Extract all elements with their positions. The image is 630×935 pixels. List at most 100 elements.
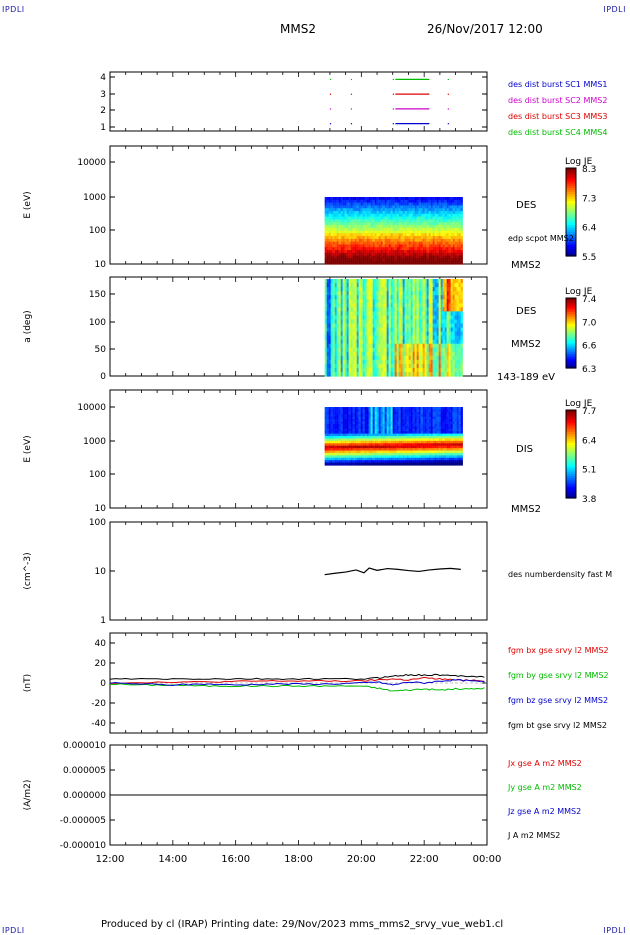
y-tick-label: 10 <box>95 504 107 514</box>
legend-entry: J A m2 MMS2 <box>507 831 560 840</box>
burst-dot <box>351 123 352 124</box>
colorbar-tick-label: 6.6 <box>582 342 597 352</box>
x-tick-label: 00:00 <box>473 854 502 865</box>
y-tick-label: 2 <box>100 106 106 116</box>
legend-entry: Jx gse A m2 MMS2 <box>507 759 582 768</box>
colorbar-tick-label: 7.4 <box>582 295 597 305</box>
colorbar-tick-label: 5.5 <box>582 253 596 263</box>
burst-dot <box>351 108 352 109</box>
y-axis-label: (nT) <box>23 674 33 692</box>
legend-entry: des dist burst SC4 MMS4 <box>508 128 607 137</box>
colorbar-tick-label: 5.1 <box>582 466 596 476</box>
y-axis-label: a (deg) <box>23 310 33 342</box>
y-tick-label: 10 <box>95 260 107 270</box>
x-tick-label: 20:00 <box>347 854 376 865</box>
y-tick-label: 40 <box>95 639 107 649</box>
y-tick-label: 0.000000 <box>63 791 106 801</box>
y-tick-label: 100 <box>89 470 106 480</box>
colorbar-tick-label: 6.3 <box>582 365 596 375</box>
y-tick-label: 20 <box>95 659 107 669</box>
y-tick-label: 0.000005 <box>63 766 106 776</box>
panel-sublabel: MMS2 <box>511 339 541 350</box>
burst-dot <box>393 94 394 95</box>
x-tick-label: 22:00 <box>410 854 439 865</box>
colorbar-des-energy <box>566 168 576 257</box>
fgm-series-3 <box>110 674 484 679</box>
colorbar-tick-label: 7.3 <box>582 194 596 204</box>
burst-dot <box>351 94 352 95</box>
heatmap-dis_energy <box>325 407 463 466</box>
y-tick-label: 10000 <box>77 403 106 413</box>
y-tick-label: 10 <box>95 567 107 577</box>
y-tick-label: 4 <box>100 73 106 83</box>
panel-frame <box>110 72 487 131</box>
panel-label-des_energy: DES <box>516 200 536 211</box>
legend-entry: Jz gse A m2 MMS2 <box>507 807 581 816</box>
y-tick-label: 1000 <box>83 193 106 203</box>
burst-dot <box>393 123 394 124</box>
panel-label-dis_energy: DIS <box>516 444 533 455</box>
y-tick-label: 0 <box>100 679 106 689</box>
footer-credits: Produced by cl (IRAP) Printing date: 29/… <box>101 919 503 930</box>
y-tick-label: -0.000010 <box>60 841 106 851</box>
y-tick-label: 50 <box>95 345 107 355</box>
legend-entry: fgm bt gse srvy l2 MMS2 <box>508 721 607 730</box>
y-tick-label: 1 <box>100 616 106 626</box>
panel-sublabel: edp scpot MMS2 <box>508 234 574 243</box>
heatmap-des_energy <box>325 197 463 265</box>
y-tick-label: 0 <box>100 372 106 382</box>
heatmap-des_pitch <box>325 279 463 377</box>
x-tick-label: 14:00 <box>158 854 187 865</box>
burst-dot <box>330 123 331 124</box>
x-tick-label: 12:00 <box>96 854 125 865</box>
legend-entry: des dist burst SC3 MMS3 <box>508 112 607 121</box>
y-axis-label: (cm^-3) <box>23 552 33 589</box>
burst-dot <box>448 94 449 95</box>
y-tick-label: 150 <box>89 290 106 300</box>
colorbar-tick-label: 3.8 <box>582 495 597 505</box>
legend-entry: fgm bx gse srvy l2 MMS2 <box>508 646 609 655</box>
y-tick-label: -20 <box>91 699 106 709</box>
panel-tag: MMS2 <box>511 260 541 271</box>
y-axis-label: E (eV) <box>23 435 33 462</box>
y-tick-label: 1 <box>100 123 106 133</box>
legend-entry: des dist burst SC2 MMS2 <box>508 96 607 105</box>
y-axis-label: E (eV) <box>23 191 33 218</box>
burst-dot <box>351 79 352 80</box>
y-tick-label: -40 <box>91 719 106 729</box>
y-tick-label: 3 <box>100 90 106 100</box>
colorbar-tick-label: 6.4 <box>582 224 597 234</box>
colorbar-tick-label: 8.3 <box>582 165 596 175</box>
y-axis-label: (A/m2) <box>23 780 33 811</box>
colorbar-tick-label: 7.0 <box>582 318 597 328</box>
burst-dot <box>393 79 394 80</box>
legend-entry: des dist burst SC1 MMS1 <box>508 80 607 89</box>
y-tick-label: 100 <box>89 518 106 528</box>
legend-entry: fgm by gse srvy l2 MMS2 <box>508 671 609 680</box>
y-tick-label: 1000 <box>83 437 106 447</box>
y-tick-label: -0.000005 <box>60 816 106 826</box>
burst-dot <box>393 108 394 109</box>
panel-tag: MMS2 <box>511 504 541 515</box>
burst-dot <box>330 108 331 109</box>
legend-entry: des numberdensity fast M <box>508 570 612 579</box>
density-series-line <box>325 568 461 575</box>
burst-dot <box>330 79 331 80</box>
x-tick-label: 16:00 <box>221 854 250 865</box>
panel-frame <box>110 522 487 620</box>
colorbar-dis-energy <box>566 410 576 499</box>
panel-label-des_pitch: DES <box>516 306 536 317</box>
burst-dot <box>448 79 449 80</box>
legend-entry: Jy gse A m2 MMS2 <box>507 783 582 792</box>
y-tick-label: 100 <box>89 318 106 328</box>
colorbar-tick-label: 7.7 <box>582 407 596 417</box>
y-tick-label: 10000 <box>77 158 106 168</box>
panel-tag: 143-189 eV <box>497 372 555 383</box>
y-tick-label: 0.000010 <box>63 741 106 751</box>
burst-dot <box>330 94 331 95</box>
colorbar-des-pitch <box>566 298 576 369</box>
legend-entry: fgm bz gse srvy l2 MMS2 <box>508 696 608 705</box>
x-tick-label: 18:00 <box>284 854 313 865</box>
y-tick-label: 100 <box>89 226 106 236</box>
